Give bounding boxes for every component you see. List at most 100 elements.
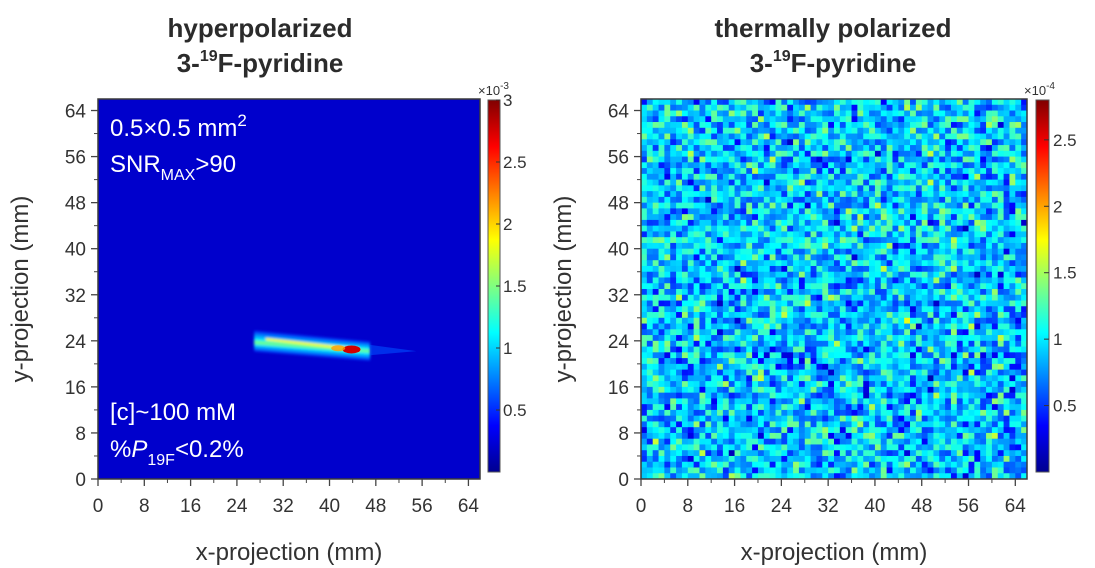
heatmap-cell <box>915 289 923 296</box>
heatmap-cell <box>646 404 654 411</box>
heatmap-cell <box>927 392 935 399</box>
heatmap-cell <box>845 323 853 330</box>
heatmap-cell <box>962 294 970 302</box>
heatmap-cell <box>945 467 952 474</box>
heatmap-cell <box>757 116 765 123</box>
heatmap-cell <box>1003 168 1011 175</box>
heatmap-cell <box>676 219 683 227</box>
heatmap-cell <box>845 110 853 117</box>
heatmap-cell <box>646 277 654 284</box>
heatmap-cell <box>945 99 952 106</box>
heatmap-cell <box>892 409 899 417</box>
heatmap-cell <box>962 427 970 434</box>
heatmap-cell <box>798 265 806 273</box>
heatmap-cell <box>910 179 917 186</box>
heatmap-cell <box>933 150 940 158</box>
heatmap-cell <box>670 392 677 399</box>
heatmap-cell <box>646 294 654 302</box>
heatmap-cell <box>676 404 683 411</box>
heatmap-cell <box>781 133 788 140</box>
heatmap-cell <box>857 162 864 169</box>
heatmap-cell <box>886 196 894 204</box>
heatmap-cell <box>1015 461 1022 469</box>
heatmap-cell <box>676 323 683 330</box>
heatmap-cell <box>717 306 724 313</box>
heatmap-cell <box>910 283 917 290</box>
heatmap-cell <box>757 369 765 376</box>
heatmap-cell <box>705 404 712 411</box>
heatmap-cell <box>974 358 981 365</box>
x-tick-label: 32 <box>273 496 294 517</box>
heatmap-cell <box>646 99 654 106</box>
heatmap-cell <box>670 381 677 388</box>
heatmap-cell <box>956 254 964 261</box>
heatmap-cell <box>740 323 747 330</box>
heatmap-cell <box>728 289 736 296</box>
heatmap-cell <box>693 173 701 181</box>
heatmap-cell <box>915 427 923 434</box>
heatmap-cell <box>968 455 975 463</box>
heatmap-cell <box>711 467 718 474</box>
colorbar-tick-label: 1.5 <box>503 277 527 296</box>
heatmap-cell <box>652 254 660 261</box>
heatmap-cell <box>804 185 812 192</box>
heatmap-cell <box>804 329 812 336</box>
heatmap-cell <box>921 346 929 353</box>
heatmap-cell <box>1021 409 1027 417</box>
heatmap-cell <box>950 208 958 215</box>
heatmap-cell <box>763 208 771 215</box>
heatmap-cell <box>974 312 981 319</box>
heatmap-cell <box>880 432 888 440</box>
heatmap-cell <box>1015 352 1022 359</box>
heatmap-cell <box>962 156 970 163</box>
heatmap-cell <box>851 340 858 348</box>
heatmap-cell <box>892 179 899 186</box>
heatmap-cell <box>787 335 794 342</box>
heatmap-cell <box>927 191 935 198</box>
heatmap-cell <box>851 329 858 336</box>
heatmap-cell <box>717 219 724 227</box>
heatmap-cell <box>769 369 777 376</box>
heatmap-cell <box>681 450 689 457</box>
heatmap-cell <box>746 461 753 469</box>
heatmap-cell <box>652 386 660 394</box>
heatmap-cell <box>945 196 952 204</box>
heatmap-cell <box>722 191 730 198</box>
heatmap-cell <box>839 214 847 221</box>
heatmap-cell <box>962 214 970 221</box>
heatmap-cell <box>980 162 987 169</box>
heatmap-cell <box>986 306 993 313</box>
heatmap-cell <box>845 455 853 463</box>
heatmap-cell <box>968 156 975 163</box>
heatmap-cell <box>857 294 864 302</box>
heatmap-cell <box>921 104 929 112</box>
heatmap-cell <box>880 179 888 186</box>
heatmap-cell <box>757 173 765 181</box>
heatmap-cell <box>974 398 981 405</box>
heatmap-cell <box>886 133 894 140</box>
heatmap-cell <box>734 346 742 353</box>
heatmap-cell <box>676 260 683 267</box>
heatmap-cell <box>839 156 847 163</box>
heatmap-cell <box>740 214 747 221</box>
heatmap-cell <box>962 127 970 135</box>
heatmap-cell <box>670 346 677 353</box>
heatmap-cell <box>722 444 730 451</box>
heatmap-cell <box>839 340 847 348</box>
heatmap-cell <box>816 127 823 135</box>
heatmap-cell <box>933 133 940 140</box>
heatmap-cell <box>670 173 677 181</box>
heatmap-cell <box>851 219 858 227</box>
heatmap-cell <box>658 415 665 423</box>
heatmap-cell <box>722 271 730 279</box>
heatmap-cell <box>734 363 742 371</box>
heatmap-cell <box>880 306 888 313</box>
heatmap-cell <box>816 271 823 279</box>
heatmap-cell <box>968 409 975 417</box>
heatmap-cell <box>769 473 777 479</box>
heatmap-cell <box>892 104 899 112</box>
heatmap-cell <box>968 346 975 353</box>
heatmap-cell <box>986 346 993 353</box>
heatmap-cell <box>804 231 812 238</box>
heatmap-cell <box>962 461 970 469</box>
